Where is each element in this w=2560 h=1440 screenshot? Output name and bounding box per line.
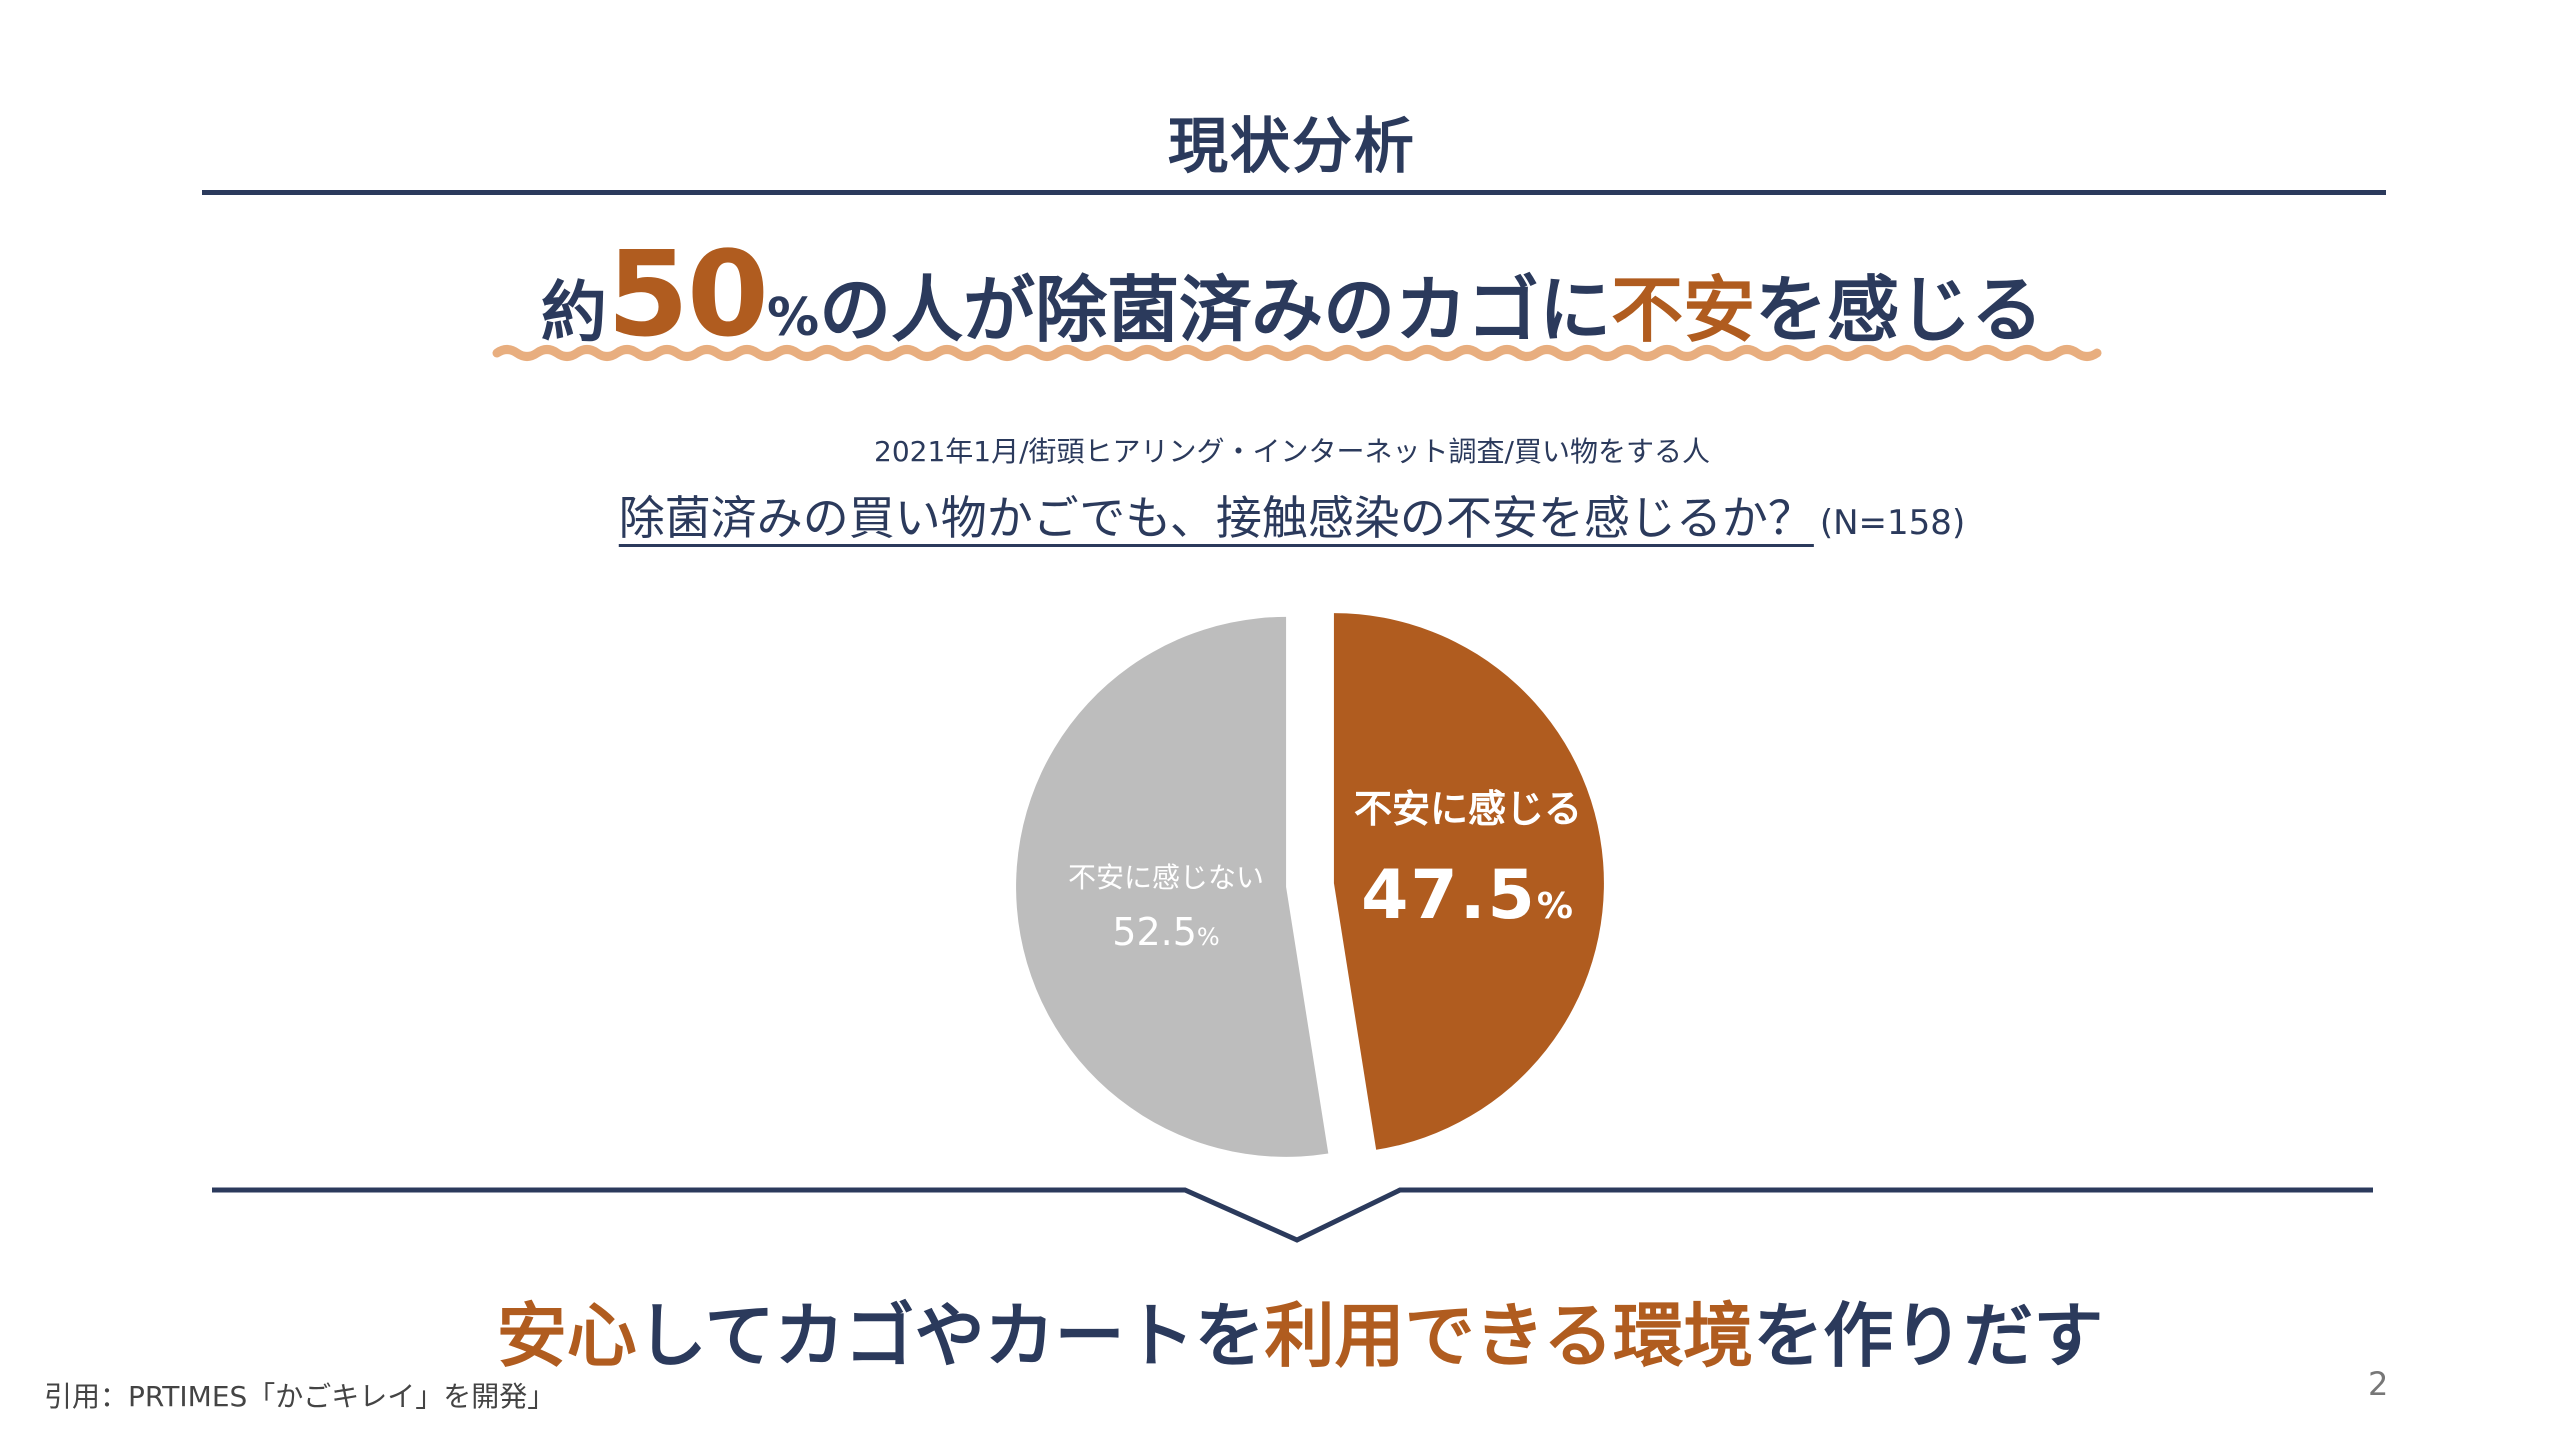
slice-value-anxious-number: 47.5 (1361, 856, 1537, 935)
slice-value-not-anxious-number: 52.5 (1112, 910, 1197, 954)
pie-slice-anxious (1333, 613, 1604, 1150)
headline-prefix: 約 (540, 274, 607, 351)
headline-suffix: を感じる (1755, 268, 2044, 352)
citation: 引用：PRTIMES「かごキレイ」を開発」 (44, 1380, 556, 1413)
survey-question-row: 除菌済みの買い物かごでも、接触感染の不安を感じるか？ (N=158) (0, 482, 2560, 548)
headline-number: 50 (606, 225, 769, 363)
slice-label-not-anxious: 不安に感じない (1067, 861, 1265, 894)
headline-wavy-underline (492, 345, 2102, 361)
slice-label-anxious: 不安に感じる (1353, 787, 1583, 831)
headline-accent: 不安 (1611, 268, 1756, 352)
slice-value-not-anxious: 52.5% (1112, 910, 1219, 954)
title-underline (202, 190, 2386, 195)
sample-size: (N=158) (1819, 503, 1966, 543)
slice-value-anxious-unit: % (1536, 886, 1575, 927)
slide-title: 現状分析 (1168, 112, 1416, 182)
bottom-message-part-3: 利用できる環境 (1264, 1295, 1754, 1377)
bottom-message-part-1: 安心 (496, 1295, 637, 1377)
slice-value-not-anxious-unit: % (1196, 923, 1220, 951)
survey-source: 2021年1月/街頭ヒアリング・インターネット調査/買い物をする人 (874, 435, 1710, 468)
slice-value-anxious: 47.5% (1361, 856, 1575, 935)
headline-mid: の人が除菌済みのカゴに (819, 268, 1612, 352)
page-number: 2 (2368, 1365, 2389, 1403)
pie-slice-not-anxious (1016, 616, 1329, 1157)
headline: 約50%の人が除菌済みのカゴに不安を感じる (0, 225, 2560, 363)
headline-percent: % (767, 288, 820, 348)
bottom-message-part-4: を作りだす (1753, 1295, 2104, 1377)
bottom-message: 安心してカゴやカートを利用できる環境を作りだす (0, 1280, 2560, 1381)
bottom-message-part-2: してカゴやカートを (636, 1295, 1265, 1377)
survey-question: 除菌済みの買い物かごでも、接触感染の不安を感じるか？ (618, 491, 1814, 545)
